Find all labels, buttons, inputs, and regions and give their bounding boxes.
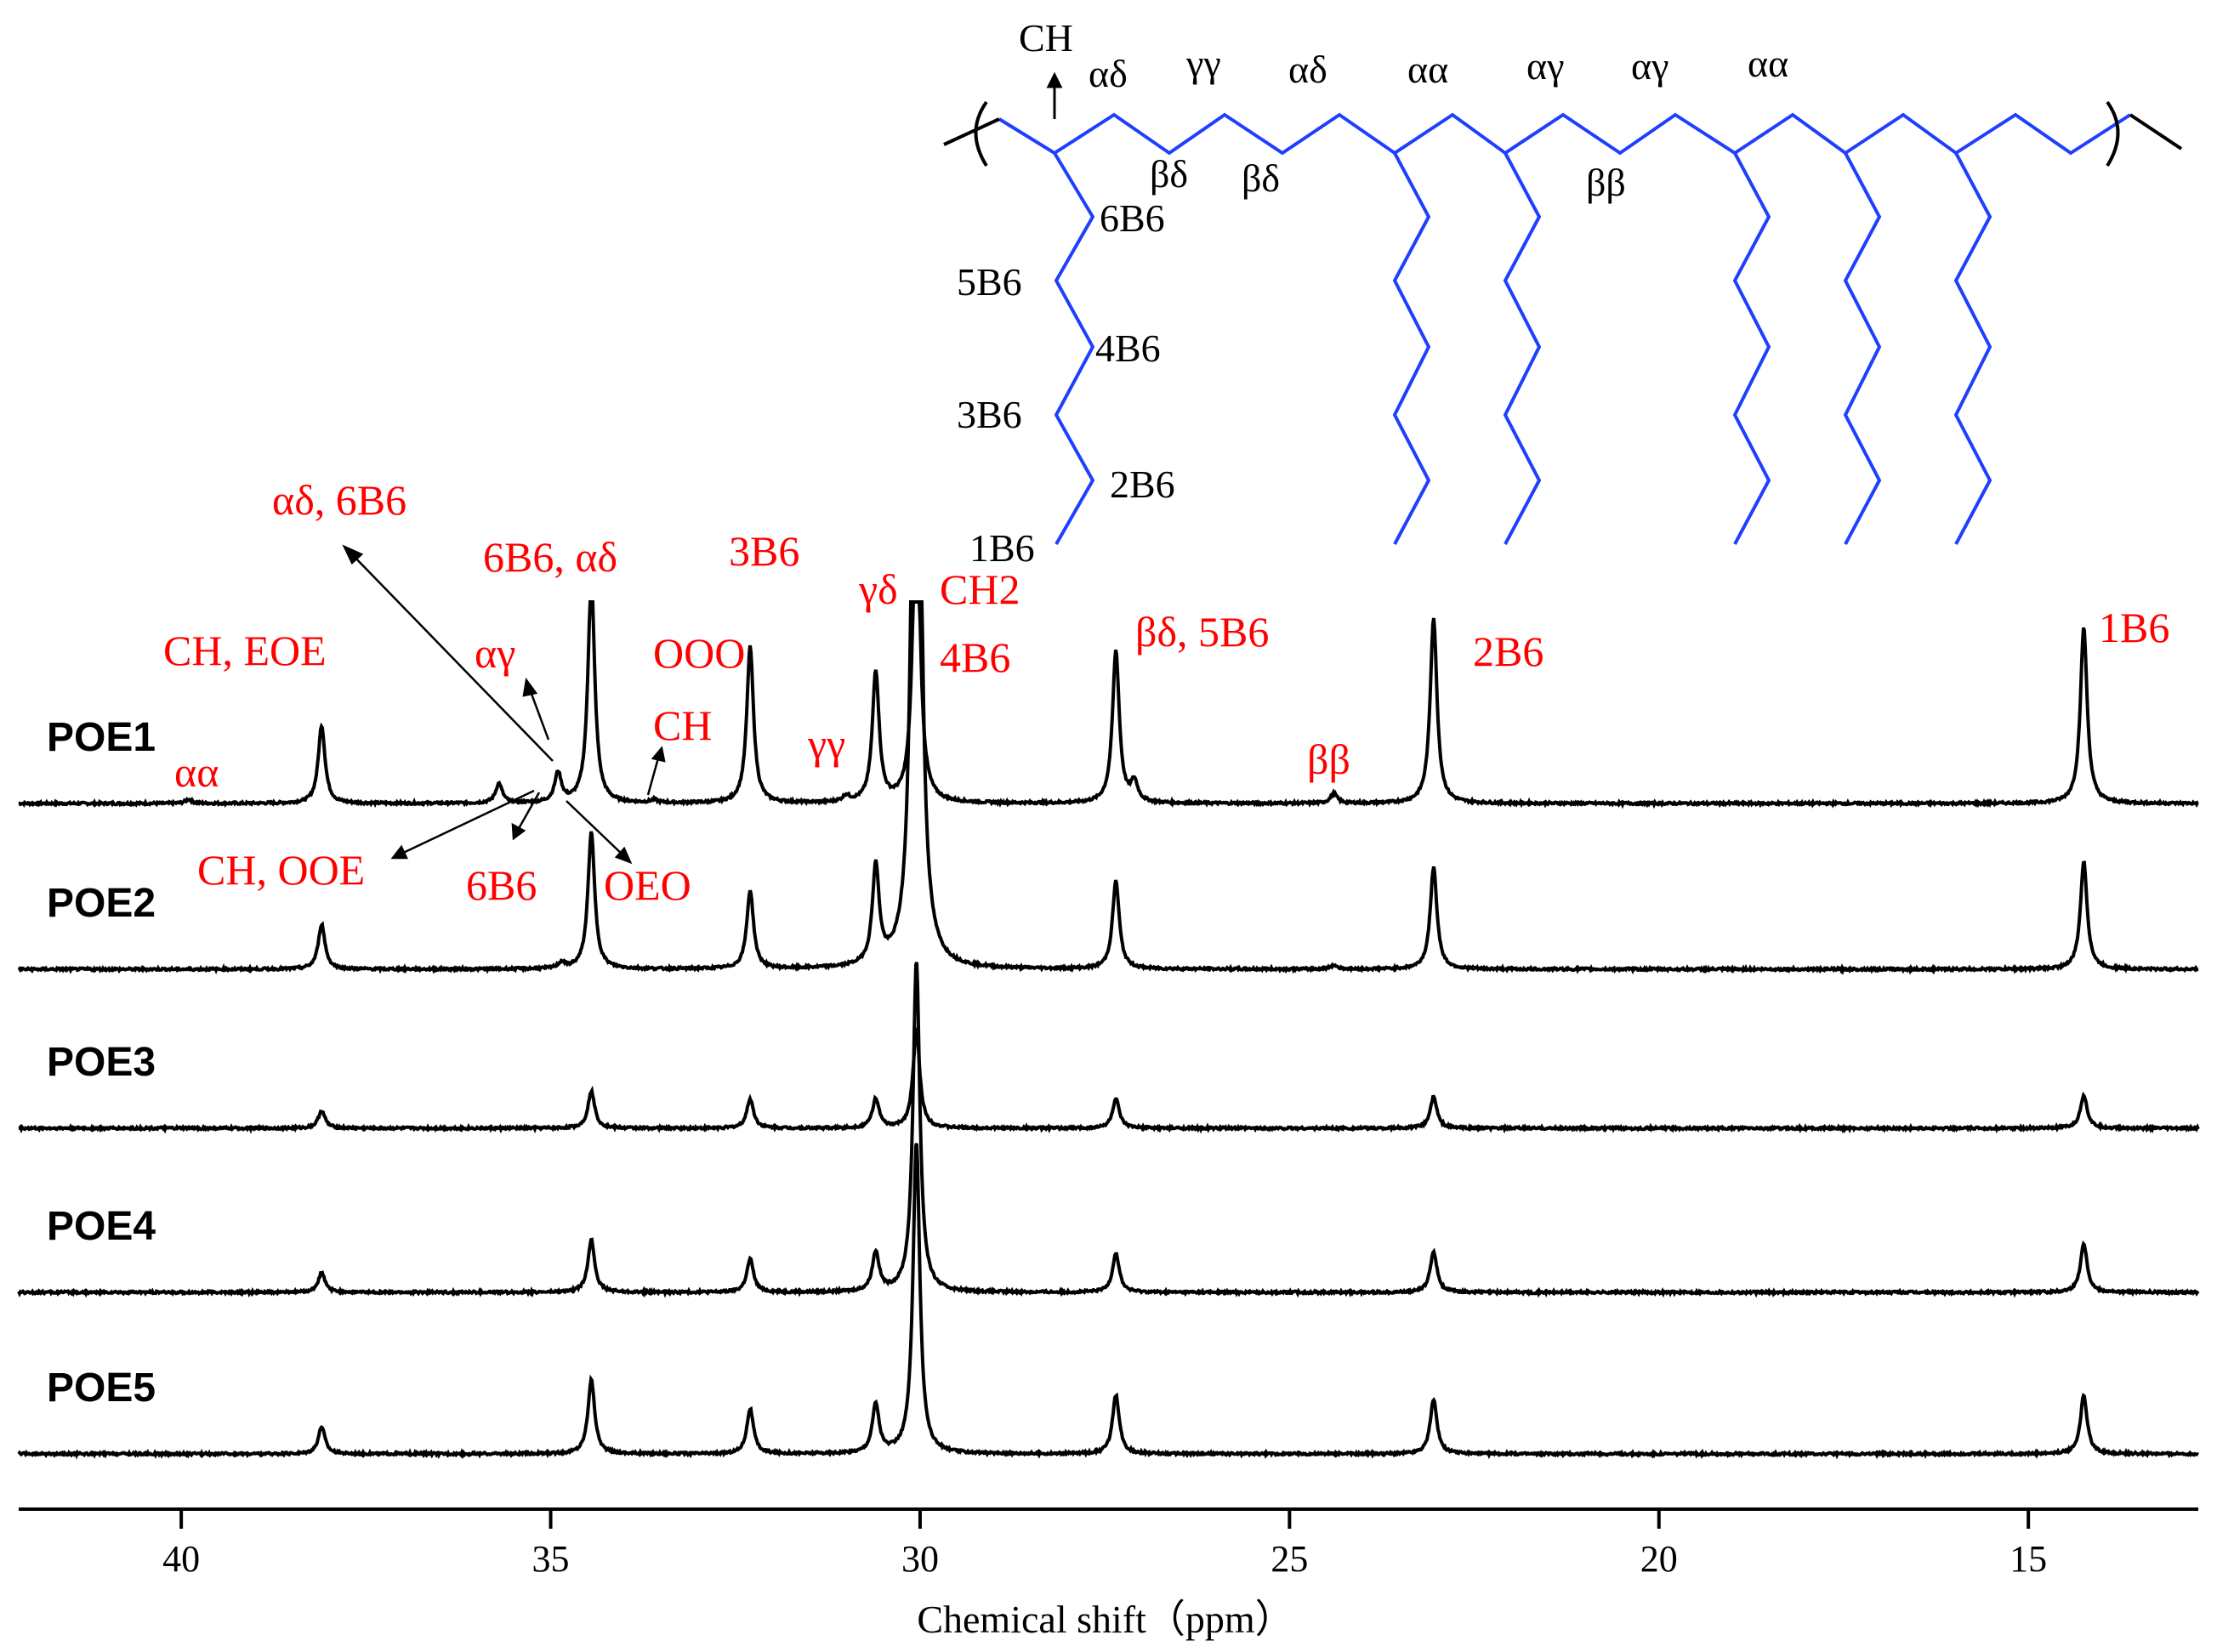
arrow-head bbox=[651, 746, 666, 763]
annotation-label: CH bbox=[653, 701, 712, 749]
series-label-poe1: POE1 bbox=[47, 715, 156, 760]
side-chain-3 bbox=[1503, 152, 1542, 545]
x-ticks: 40 35 30 25 20 15 bbox=[162, 1509, 2047, 1580]
x-tick-label: 30 bbox=[901, 1538, 939, 1580]
arrow-head bbox=[390, 844, 408, 860]
series-label-poe4: POE4 bbox=[47, 1204, 156, 1249]
structure-label: αα bbox=[1748, 42, 1788, 85]
structure-label: βδ bbox=[1242, 156, 1280, 200]
annotation-label: γδ bbox=[858, 565, 898, 613]
main-chain bbox=[998, 112, 2132, 156]
spectrum-poe3 bbox=[18, 1025, 2200, 1134]
annotation-label: γγ bbox=[807, 720, 845, 768]
arrow-head bbox=[342, 544, 364, 565]
structure-label: 2B6 bbox=[1110, 463, 1175, 506]
spectra-traces bbox=[17, 600, 2200, 1460]
annotation-label: 6B6, αδ bbox=[483, 533, 617, 581]
annotation-label: 6B6 bbox=[466, 861, 537, 909]
spectrum-poe1 bbox=[18, 600, 2199, 809]
structure-label: γγ bbox=[1185, 42, 1221, 85]
ch-arrow bbox=[1046, 71, 1063, 119]
left-bracket bbox=[974, 100, 988, 167]
arrow-ad-6b6 bbox=[350, 552, 554, 762]
annotation-label: 2B6 bbox=[1473, 627, 1543, 675]
left-end-bond bbox=[943, 117, 1000, 146]
arrow-head bbox=[511, 822, 526, 841]
series-label-poe5: POE5 bbox=[47, 1365, 156, 1411]
series-label-poe3: POE3 bbox=[47, 1040, 156, 1085]
arrow-head bbox=[614, 846, 633, 865]
x-tick-label: 35 bbox=[532, 1538, 570, 1580]
structure-label: 5B6 bbox=[957, 260, 1022, 304]
series-labels: POE1 POE2 POE3 POE4 POE5 bbox=[47, 715, 156, 1411]
structure-label: 6B6 bbox=[1100, 196, 1165, 240]
structure-label: αγ bbox=[1526, 44, 1564, 88]
arrow-ch-ooe bbox=[399, 789, 535, 856]
side-chain-6 bbox=[1953, 152, 1992, 545]
x-tick-label: 25 bbox=[1271, 1538, 1308, 1580]
annotation-label: 3B6 bbox=[729, 527, 799, 575]
structure-label: 3B6 bbox=[957, 393, 1022, 436]
annotation-label: OEO bbox=[604, 861, 691, 909]
x-tick-label: 40 bbox=[162, 1538, 200, 1580]
annotation-label: αδ, 6B6 bbox=[272, 476, 406, 524]
spectrum-poe5 bbox=[17, 1143, 2199, 1460]
structure-label: αγ bbox=[1631, 44, 1668, 88]
polymer-brackets bbox=[943, 100, 2183, 167]
structure-label: βδ bbox=[1150, 152, 1188, 196]
arrow-ch bbox=[646, 754, 661, 796]
annotation-arrows bbox=[342, 544, 666, 865]
x-axis-title: Chemical shift（ppm） bbox=[917, 1598, 1293, 1641]
spectrum-poe4 bbox=[17, 962, 2200, 1298]
annotations: αδ, 6B6 6B6, αδ 3B6 CH, EOE αγ OOO CH αα… bbox=[163, 476, 2169, 909]
structure-label: 4B6 bbox=[1095, 326, 1161, 370]
right-bracket bbox=[2106, 100, 2120, 167]
annotation-label: 1B6 bbox=[2099, 604, 2169, 651]
spectrum-poe2 bbox=[17, 600, 2199, 975]
x-tick-label: 15 bbox=[2010, 1538, 2047, 1580]
arrow-oeo bbox=[566, 800, 626, 858]
side-chain-4 bbox=[1732, 152, 1771, 545]
side-chain-1 bbox=[1053, 151, 1095, 545]
annotation-label: CH, OOE bbox=[197, 846, 365, 894]
series-label-poe2: POE2 bbox=[47, 881, 156, 926]
structure-label: CH bbox=[1019, 16, 1073, 60]
annotation-label: βδ, 5B6 bbox=[1135, 608, 1269, 656]
structure-label: ββ bbox=[1586, 161, 1626, 204]
structure-label: αδ bbox=[1089, 52, 1128, 95]
side-chain-2 bbox=[1392, 152, 1431, 545]
backbone-bonds bbox=[998, 112, 2132, 545]
arrow-6b6 bbox=[515, 792, 541, 832]
chemical-structure: CH αδ γγ αδ αα αγ αγ αα βδ βδ ββ 6B6 5B6… bbox=[943, 16, 2183, 570]
x-tick-label: 20 bbox=[1640, 1538, 1678, 1580]
annotation-label: OOO bbox=[653, 629, 745, 677]
annotation-label: αα bbox=[174, 748, 219, 796]
arrow-head bbox=[522, 677, 538, 697]
annotation-label: CH, EOE bbox=[163, 627, 327, 674]
annotation-label: 4B6 bbox=[940, 633, 1010, 681]
annotation-label: αγ bbox=[475, 629, 515, 677]
arrow-ag bbox=[527, 686, 550, 741]
annotation-label: CH2 bbox=[940, 565, 1020, 613]
structure-label: αδ bbox=[1288, 48, 1327, 91]
side-chain-5 bbox=[1843, 152, 1882, 545]
right-end-bond bbox=[2129, 113, 2183, 150]
structure-label: 1B6 bbox=[969, 526, 1035, 570]
structure-label: αα bbox=[1407, 48, 1448, 91]
annotation-label: ββ bbox=[1307, 735, 1350, 783]
